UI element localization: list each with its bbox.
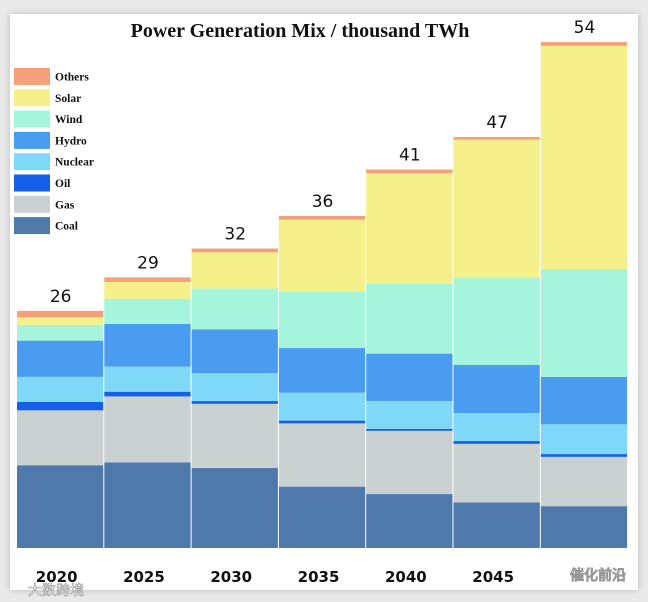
bar-segment-nuclear-2040 (366, 401, 453, 429)
legend-swatch-coal (14, 217, 50, 235)
legend-label-nuclear: Nuclear (55, 157, 94, 169)
legend-label-coal: Coal (55, 221, 78, 233)
bar-segment-others-2020 (17, 310, 104, 318)
legend-label-hydro: Hydro (55, 135, 87, 147)
bar-segment-wind-2045 (453, 277, 540, 365)
watermark-left: 大数跨境 (28, 583, 84, 599)
legend-swatch-wind (14, 110, 50, 128)
bar-segment-gas-2030 (191, 403, 278, 469)
bar-segment-others-2050 (540, 42, 628, 46)
bar-segment-oil-2025 (104, 391, 191, 397)
bar-segment-hydro-2045 (453, 364, 540, 414)
total-label-2050: 54 (574, 18, 596, 38)
labels: 26 2020 29 2025 32 2030 36 2035 41 2040 47 2045 54 (36, 18, 595, 586)
x-tick-label-2030: 2030 (210, 568, 252, 586)
bar-segment-solar-2030 (191, 252, 278, 289)
legend-swatch-hydro (14, 131, 50, 149)
bar-segment-hydro-2020 (17, 340, 104, 377)
legend-label-oil: Oil (55, 178, 70, 190)
x-tick-label-2045: 2045 (472, 568, 514, 586)
bar-segment-wind-2020 (17, 324, 104, 341)
bar-segment-nuclear-2020 (17, 376, 104, 402)
bar-segment-coal-2050 (540, 506, 628, 548)
legend-label-others: Others (55, 72, 89, 84)
legend-swatch-others (14, 68, 50, 85)
bar-segment-gas-2035 (278, 423, 366, 487)
bar-segment-coal-2030 (191, 468, 278, 548)
legend-swatch-nuclear (14, 153, 50, 171)
bar-segment-oil-2045 (453, 441, 540, 444)
x-tick-label-2025: 2025 (123, 568, 165, 586)
bar-segment-oil-2030 (191, 401, 278, 404)
bar-segment-others-2045 (453, 136, 540, 140)
bar-segment-gas-2045 (453, 443, 540, 503)
bar-segment-solar-2040 (366, 173, 453, 284)
bar-segment-wind-2035 (278, 291, 366, 349)
legend-label-gas: Gas (55, 199, 75, 211)
legend-label-solar: Solar (55, 93, 81, 105)
bar-segment-solar-2025 (104, 282, 191, 299)
bar-segment-nuclear-2030 (191, 373, 278, 402)
bar-segment-hydro-2030 (191, 329, 278, 374)
bar-segment-hydro-2035 (278, 348, 366, 393)
bar-segment-nuclear-2025 (104, 366, 191, 392)
legend: Others Solar Wind Hydro Nuclear Oil Gas Coal (14, 68, 94, 235)
legend-swatch-gas (14, 195, 50, 213)
bar-segment-gas-2025 (104, 396, 191, 463)
bar-segment-oil-2040 (366, 428, 453, 431)
x-tick-label-2035: 2035 (298, 568, 340, 586)
bar-segment-nuclear-2035 (278, 392, 366, 421)
total-label-2035: 36 (312, 192, 334, 212)
bar-segment-oil-2020 (17, 401, 104, 411)
x-tick-label-2040: 2040 (385, 568, 427, 586)
bar-segment-wind-2050 (540, 269, 628, 377)
bar-segment-wind-2040 (366, 283, 453, 354)
bar-segment-coal-2035 (278, 486, 366, 548)
bar-segment-coal-2025 (104, 462, 191, 548)
bar-segment-coal-2045 (453, 502, 540, 548)
bar-segment-oil-2035 (278, 420, 366, 424)
total-label-2045: 47 (486, 113, 508, 133)
bars (17, 42, 628, 548)
bar-segment-hydro-2025 (104, 323, 191, 367)
bar-segment-hydro-2050 (540, 376, 628, 425)
bar-segment-others-2025 (104, 277, 191, 283)
total-label-2020: 26 (50, 287, 72, 307)
total-label-2040: 41 (399, 145, 421, 165)
bar-segment-solar-2020 (17, 317, 104, 325)
bar-segment-wind-2030 (191, 288, 278, 330)
bar-segment-gas-2040 (366, 430, 453, 495)
legend-label-wind: Wind (55, 114, 83, 126)
bar-segment-coal-2020 (17, 465, 104, 548)
legend-swatch-solar (14, 89, 50, 107)
bar-segment-solar-2045 (453, 139, 540, 278)
total-label-2025: 29 (137, 253, 159, 273)
legend-swatch-oil (14, 174, 50, 192)
bar-segment-oil-2050 (540, 454, 628, 457)
bar-segment-wind-2025 (104, 298, 191, 324)
bar-segment-hydro-2040 (366, 353, 453, 402)
chart-title: Power Generation Mix / thousand TWh (131, 20, 470, 42)
bar-segment-gas-2020 (17, 410, 104, 466)
total-label-2030: 32 (224, 225, 246, 245)
bar-segment-others-2035 (278, 215, 366, 220)
bar-segment-nuclear-2050 (540, 424, 628, 455)
bar-segment-gas-2050 (540, 456, 628, 507)
bar-segment-others-2030 (191, 248, 278, 253)
bar-segment-solar-2050 (540, 45, 628, 269)
watermark-right: 催化前沿 (570, 567, 626, 584)
bar-segment-others-2040 (366, 169, 453, 174)
bar-segment-coal-2040 (366, 494, 453, 548)
bar-segment-nuclear-2045 (453, 413, 540, 442)
x-tick-label-2020: 2020 (36, 568, 78, 586)
bar-segment-solar-2035 (278, 219, 366, 292)
